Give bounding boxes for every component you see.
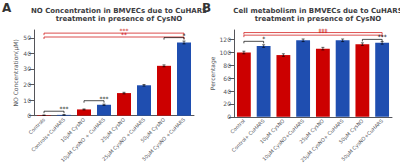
svg-text:20: 20 (223, 100, 231, 107)
svg-text:20: 20 (23, 81, 31, 88)
svg-text:80: 80 (223, 62, 231, 69)
svg-text:25μM CysNO: 25μM CysNO (99, 116, 127, 144)
svg-text:Controls: Controls (27, 116, 46, 135)
svg-text:25μM CysNO +CuHARS: 25μM CysNO +CuHARS (100, 116, 147, 162)
svg-text:30: 30 (23, 65, 31, 72)
svg-text:60: 60 (223, 75, 231, 82)
svg-text:Cell metabolism in BMVECs due: Cell metabolism in BMVECs due to CuHARS (233, 7, 400, 15)
svg-text:40: 40 (223, 88, 231, 95)
svg-text:10μM CysNO: 10μM CysNO (258, 117, 286, 145)
svg-text:***: *** (378, 33, 387, 40)
svg-text:40: 40 (23, 50, 31, 57)
svg-text:treatment in presence of CysNO: treatment in presence of CysNO (255, 15, 382, 23)
svg-text:50μM CysNO +CuHARS: 50μM CysNO +CuHARS (141, 117, 187, 163)
svg-text:0: 0 (27, 112, 31, 119)
svg-text:50μM CysNO+CuHARS: 50μM CysNO+CuHARS (340, 118, 385, 163)
svg-text:10μM CysNO+CuHARS: 10μM CysNO+CuHARS (260, 117, 306, 162)
svg-text:50: 50 (23, 34, 31, 41)
svg-text:***: *** (60, 105, 69, 112)
svg-text:***: *** (100, 95, 109, 102)
svg-text:0: 0 (227, 113, 231, 120)
svg-text:10: 10 (23, 97, 31, 104)
svg-text:Control+ CuHARS: Control+ CuHARS (230, 118, 265, 153)
svg-text:**: ** (121, 31, 127, 38)
svg-text:NO Concentration in BMVECs due: NO Concentration in BMVECs due to CuHARS (31, 7, 207, 15)
svg-text:NO Concentration(μM): NO Concentration(μM) (12, 39, 20, 106)
svg-text:Control: Control (229, 118, 246, 135)
svg-text:25μM CysNO: 25μM CysNO (298, 117, 325, 145)
svg-text:*: * (183, 32, 186, 39)
svg-text:10μM CysNO + CuHARS: 10μM CysNO + CuHARS (59, 116, 107, 164)
svg-text:100: 100 (220, 49, 232, 56)
svg-text:treatment in presence of CysNO: treatment in presence of CysNO (56, 15, 183, 23)
svg-text:Controls+CuHARS: Controls+CuHARS (30, 117, 66, 153)
svg-text:***: *** (318, 29, 327, 36)
svg-text:25μM CysNO+ CuHARS: 25μM CysNO+ CuHARS (299, 117, 345, 164)
svg-text:Percentage: Percentage (209, 56, 217, 90)
svg-text:A: A (2, 1, 12, 15)
svg-text:10μM CysNO: 10μM CysNO (59, 116, 87, 144)
svg-text:120: 120 (220, 36, 232, 43)
svg-text:*: * (262, 35, 265, 42)
